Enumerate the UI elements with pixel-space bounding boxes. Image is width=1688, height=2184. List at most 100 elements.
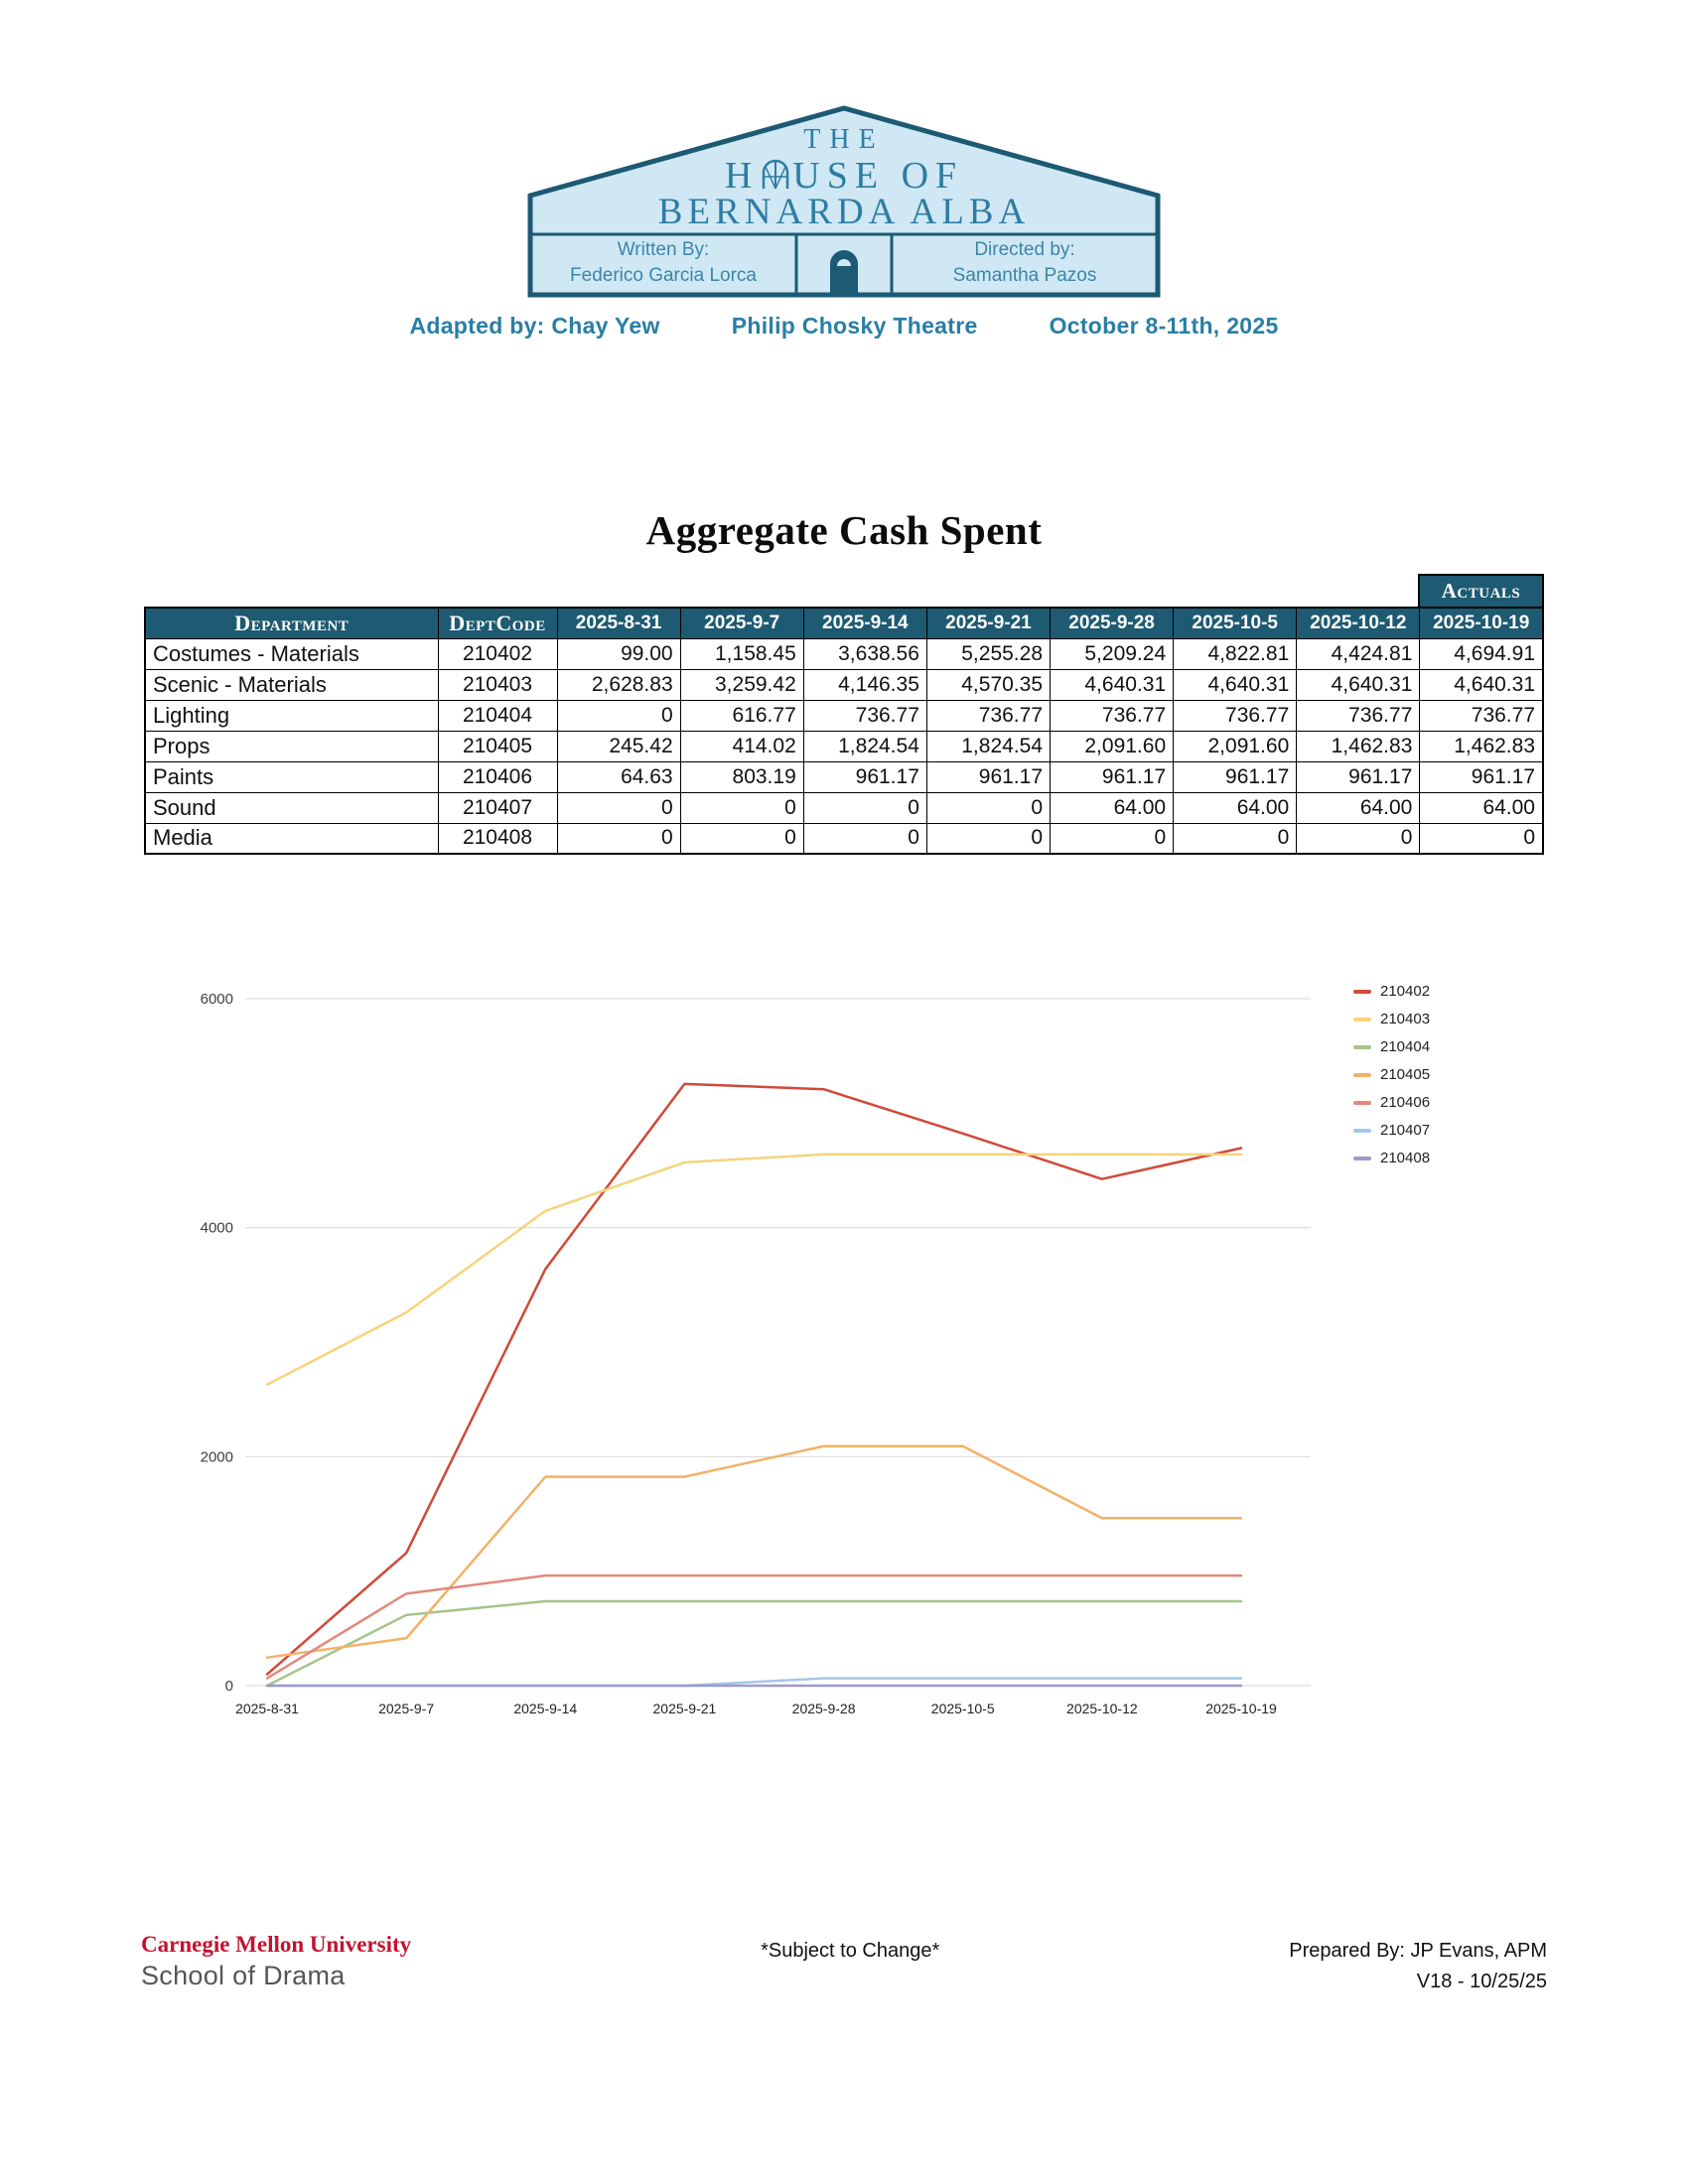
value-cell: 0: [556, 822, 681, 855]
cash-spent-table-section: Actuals Department DeptCode 2025-8-31 2025-…: [144, 574, 1544, 855]
department-cell: Lighting: [144, 699, 439, 732]
value-cell: 0: [679, 822, 804, 855]
legend-swatch: [1353, 1017, 1371, 1022]
legend-label: 210408: [1380, 1150, 1431, 1166]
value-cell: 5,209.24: [1049, 637, 1175, 670]
value-cell: 0: [556, 699, 681, 732]
legend-label: 210403: [1380, 1011, 1431, 1027]
value-cell: 961.17: [1419, 760, 1544, 793]
value-cell: 0: [1049, 822, 1175, 855]
value-cell: 0: [925, 791, 1052, 824]
masthead: THE H USE OF BERNARDA ALBA Written By: F…: [0, 0, 1688, 340]
legend-item-210407: 210407: [1353, 1122, 1502, 1139]
legend-swatch: [1353, 989, 1371, 994]
svg-text:2000: 2000: [201, 1448, 233, 1465]
column-header-2025-10-19: 2025-10-19: [1419, 607, 1544, 639]
department-cell: Paints: [144, 760, 439, 793]
value-cell: 3,638.56: [802, 637, 927, 670]
legend-swatch: [1353, 1044, 1371, 1049]
legend-swatch: [1353, 1128, 1371, 1133]
value-cell: 414.02: [679, 730, 804, 762]
legend-label: 210407: [1380, 1122, 1431, 1139]
prepared-by-block: Prepared By: JP Evans, APM V18 - 10/25/2…: [1289, 1936, 1547, 1997]
value-cell: 0: [925, 822, 1052, 855]
value-cell: 64.00: [1049, 791, 1175, 824]
value-cell: 1,824.54: [925, 730, 1052, 762]
svg-text:2025-9-28: 2025-9-28: [792, 1701, 856, 1716]
door-icon: [830, 250, 858, 295]
column-header-2025-10-5: 2025-10-5: [1173, 607, 1298, 639]
legend-label: 210405: [1380, 1066, 1431, 1083]
table-row-210403: Scenic - Materials 210403 2,628.83 3,259.42…: [144, 668, 1544, 701]
value-cell: 4,694.91: [1419, 637, 1544, 670]
value-cell: 4,640.31: [1049, 668, 1175, 701]
value-cell: 803.19: [679, 760, 804, 793]
directed-by-name: Samantha Pazos: [952, 264, 1097, 286]
value-cell: 736.77: [1049, 699, 1175, 732]
arch-window-icon: [761, 155, 790, 201]
value-cell: 736.77: [1419, 699, 1544, 732]
department-cell: Sound: [144, 791, 439, 824]
chart-legend: 210402 210403 210404 210405 210406 210407 2104…: [1353, 983, 1502, 1723]
legend-item-210405: 210405: [1353, 1066, 1502, 1083]
deptcode-cell: 210406: [437, 760, 558, 793]
value-cell: 0: [556, 791, 681, 824]
value-cell: 0: [1296, 822, 1421, 855]
actuals-header: Actuals: [1418, 574, 1544, 609]
value-cell: 2,091.60: [1173, 730, 1298, 762]
svg-text:4000: 4000: [201, 1220, 233, 1237]
version: V18 - 10/25/25: [1416, 1971, 1547, 1992]
department-cell: Media: [144, 822, 439, 855]
table-body: Costumes - Materials 210402 99.00 1,158.45 3…: [144, 637, 1544, 855]
legend-item-210402: 210402: [1353, 983, 1502, 1000]
page-title: Aggregate Cash Spent: [645, 507, 1043, 553]
value-cell: 4,424.81: [1296, 637, 1421, 670]
value-cell: 4,570.35: [925, 668, 1052, 701]
legend-swatch: [1353, 1072, 1371, 1077]
svg-text:2025-10-5: 2025-10-5: [931, 1701, 995, 1716]
column-header-2025-9-14: 2025-9-14: [802, 607, 927, 639]
deptcode-cell: 210403: [437, 668, 558, 701]
show-dates-text: October 8-11th, 2025: [1049, 313, 1279, 339]
school-of-drama: School of Drama: [141, 1961, 346, 1990]
value-cell: 99.00: [556, 637, 681, 670]
adapted-by-text: Adapted by: Chay Yew: [409, 313, 660, 339]
legend-label: 210406: [1380, 1094, 1431, 1111]
value-cell: 1,824.54: [802, 730, 927, 762]
cmu-block: Carnegie Mellon University School of Dra…: [141, 1932, 411, 1991]
value-cell: 736.77: [802, 699, 927, 732]
byline-row: Adapted by: Chay Yew Philip Chosky Theat…: [409, 313, 1278, 340]
value-cell: 0: [679, 791, 804, 824]
value-cell: 961.17: [1049, 760, 1175, 793]
legend-item-210403: 210403: [1353, 1011, 1502, 1027]
value-cell: 0: [1173, 822, 1298, 855]
logo-word-bernarda-alba: BERNARDA ALBA: [657, 192, 1031, 232]
department-cell: Costumes - Materials: [144, 637, 439, 670]
show-logo: THE H USE OF BERNARDA ALBA Written By: F…: [526, 104, 1162, 299]
cmu-wordmark: Carnegie Mellon University: [141, 1932, 412, 1957]
legend-label: 210402: [1380, 983, 1431, 1000]
value-cell: 616.77: [679, 699, 804, 732]
value-cell: 961.17: [1173, 760, 1298, 793]
column-header-2025-9-28: 2025-9-28: [1049, 607, 1175, 639]
svg-text:2025-9-21: 2025-9-21: [653, 1701, 717, 1716]
column-header-2025-9-21: 2025-9-21: [925, 607, 1052, 639]
legend-label: 210404: [1380, 1038, 1431, 1055]
value-cell: 736.77: [1173, 699, 1298, 732]
svg-text:6000: 6000: [201, 991, 233, 1008]
svg-text:2025-9-7: 2025-9-7: [378, 1701, 434, 1716]
value-cell: 736.77: [925, 699, 1052, 732]
legend-swatch: [1353, 1100, 1371, 1105]
value-cell: 245.42: [556, 730, 681, 762]
value-cell: 1,462.83: [1419, 730, 1544, 762]
value-cell: 0: [1419, 822, 1544, 855]
prepared-by: Prepared By: JP Evans, APM: [1289, 1940, 1547, 1962]
deptcode-cell: 210404: [437, 699, 558, 732]
directed-by-label: Directed by:: [974, 239, 1075, 260]
value-cell: 961.17: [802, 760, 927, 793]
logo-house-prefix: H: [724, 155, 760, 197]
legend-item-210406: 210406: [1353, 1094, 1502, 1111]
column-header-2025-9-7: 2025-9-7: [679, 607, 804, 639]
spend-line-chart: 0 2000 4000 6000 2025-8-31 2025-9-7 2025-9-14 2…: [201, 991, 1311, 1716]
